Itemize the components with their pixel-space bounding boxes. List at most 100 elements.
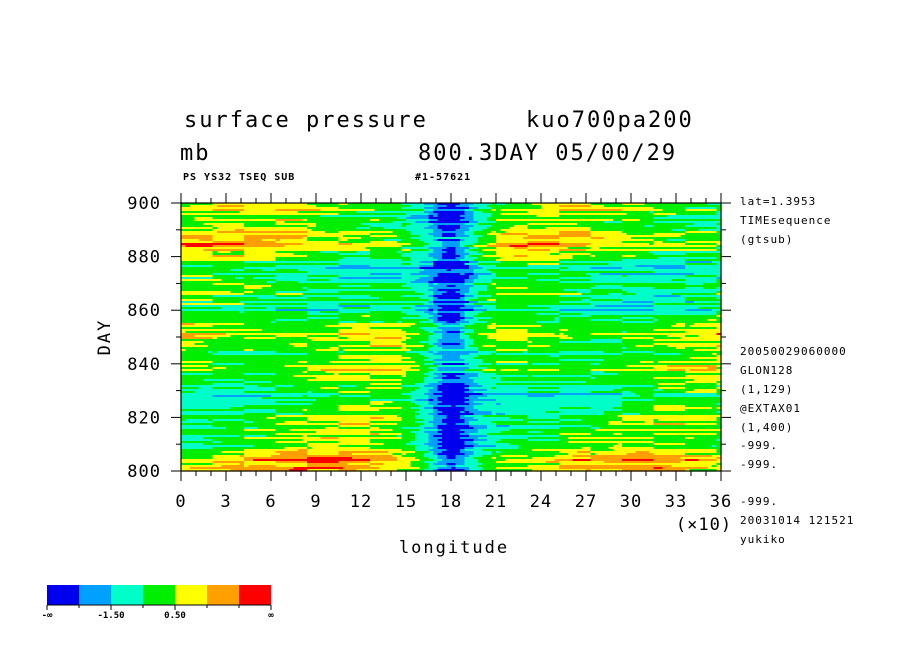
heatmap-cell [577,221,583,224]
heatmap-cell [577,233,583,236]
heatmap-cell [689,223,695,226]
heatmap-cell [509,211,515,214]
heatmap-cell [392,215,398,218]
heatmap-cell [257,233,263,236]
heatmap-cell [415,227,421,230]
heatmap-cell [406,221,412,224]
heatmap-cell [626,217,632,220]
heatmap-cell [311,239,317,242]
heatmap-cell [712,249,718,252]
heatmap-cell [640,209,646,212]
heatmap-cell [329,211,335,214]
heatmap-cell [442,235,448,238]
heatmap-cell [415,213,421,216]
heatmap-cell [478,233,484,236]
heatmap-cell [239,209,245,212]
heatmap-cell [676,203,682,206]
heatmap-cell [352,233,358,236]
heatmap-cell [640,217,646,220]
heatmap-cell [572,213,578,216]
heatmap-cell [289,231,295,234]
heatmap-cell [509,213,515,216]
heatmap-cell [590,251,596,254]
heatmap-cell [599,229,605,232]
heatmap-cell [338,215,344,218]
heatmap-cell [275,207,281,210]
heatmap-cell [491,203,497,206]
heatmap-cell [568,209,574,212]
heatmap-cell [311,221,317,224]
heatmap-cell [586,237,592,240]
heatmap-cell [617,251,623,254]
heatmap-cell [532,227,538,230]
heatmap-cell [631,243,637,246]
heatmap-cell [451,225,457,228]
heatmap-cell [640,229,646,232]
heatmap-cell [644,245,650,248]
heatmap-cell [631,223,637,226]
heatmap-cell [676,221,682,224]
heatmap-cell [293,241,299,244]
heatmap-cell [662,205,668,208]
heatmap-cell [622,239,628,242]
heatmap-cell [212,243,218,246]
heatmap-cell [293,205,299,208]
heatmap-cell [541,235,547,238]
heatmap-cell [694,225,700,228]
heatmap-cell [563,221,569,224]
heatmap-cell [635,213,641,216]
heatmap-cell [419,211,425,214]
heatmap-cell [518,227,524,230]
heatmap-cell [275,223,281,226]
heatmap-cell [334,211,340,214]
heatmap-cell [244,245,250,248]
heatmap-cell [370,247,376,250]
heatmap-cell [680,221,686,224]
heatmap-cell [343,225,349,228]
heatmap-cell [244,203,250,206]
heatmap-cell [275,245,281,248]
heatmap-cell [311,235,317,238]
heatmap-cell [716,247,722,250]
heatmap-cell [361,235,367,238]
heatmap-cell [671,221,677,224]
heatmap-cell [302,241,308,244]
heatmap-cell [203,247,209,250]
heatmap-cell [550,251,556,254]
heatmap-cell [640,223,646,226]
heatmap-cell [343,243,349,246]
heatmap-cell [379,237,385,240]
heatmap-cell [523,205,529,208]
heatmap-cell [311,233,317,236]
info-extax: @EXTAX01 [740,402,801,415]
heatmap-cell [257,239,263,242]
heatmap-cell [221,225,227,228]
heatmap-cell [383,241,389,244]
heatmap-cell [505,221,511,224]
heatmap-cell [257,219,263,222]
heatmap-cell [617,243,623,246]
heatmap-cell [604,209,610,212]
heatmap-cell [266,211,272,214]
heatmap-cell [716,217,722,220]
heatmap-cell [365,205,371,208]
heatmap-cell [185,205,191,208]
heatmap-cell [253,243,259,246]
heatmap-cell [415,247,421,250]
heatmap-cell [469,247,475,250]
heatmap-cell [275,249,281,252]
heatmap-cell [662,243,668,246]
heatmap-cell [442,217,448,220]
heatmap-cell [401,245,407,248]
heatmap-cell [694,219,700,222]
heatmap-cell [347,227,353,230]
heatmap-cell [361,239,367,242]
heatmap-cell [712,247,718,250]
heatmap-cell [617,217,623,220]
heatmap-cell [262,225,268,228]
heatmap-cell [338,239,344,242]
heatmap-cell [275,219,281,222]
heatmap-cell [316,227,322,230]
heatmap-cell [383,211,389,214]
heatmap-cell [680,237,686,240]
